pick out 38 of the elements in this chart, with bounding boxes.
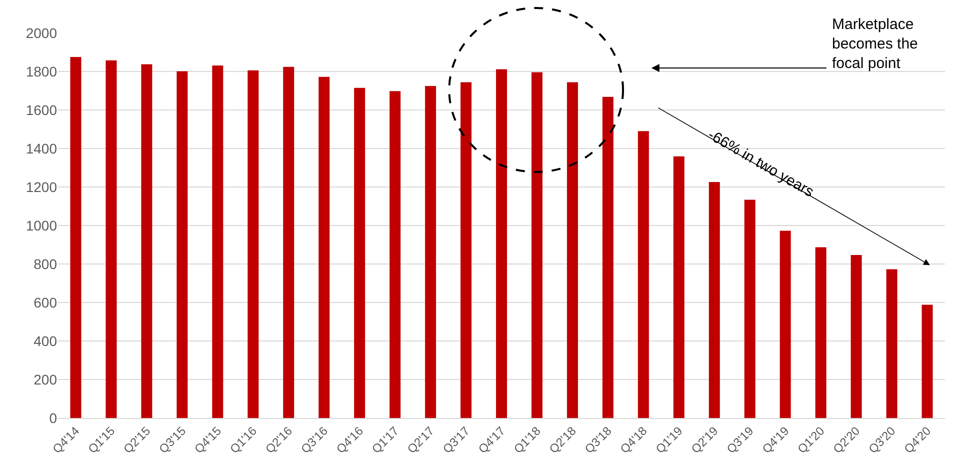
y-tick-label: 1200	[26, 178, 58, 195]
annotation: -66% in two years	[704, 126, 817, 201]
bar	[141, 64, 152, 418]
bar	[425, 86, 436, 418]
bar	[673, 156, 684, 418]
bar	[886, 269, 898, 418]
bar	[566, 82, 578, 418]
bar	[496, 69, 507, 418]
annotation: Marketplace becomes the focal point	[832, 16, 918, 72]
bar	[602, 96, 614, 418]
bar	[212, 66, 224, 418]
bar	[815, 247, 826, 418]
bar	[283, 66, 294, 418]
y-tick-label: 1600	[26, 102, 58, 118]
bar	[354, 88, 366, 418]
bar	[70, 57, 82, 418]
bar	[850, 254, 862, 418]
y-tick-label: 0	[49, 410, 58, 426]
bar	[922, 304, 933, 418]
bar	[744, 200, 756, 418]
bar	[531, 72, 542, 418]
bar	[106, 60, 117, 418]
y-tick-label: 1800	[26, 63, 58, 80]
bar	[318, 76, 330, 418]
y-tick-label: 1000	[26, 217, 58, 234]
y-tick-label: 1400	[26, 140, 58, 156]
bar	[248, 70, 259, 418]
y-tick-label: 200	[34, 371, 58, 388]
y-tick-label: 400	[34, 332, 58, 349]
bar	[176, 71, 188, 418]
y-tick-label: 800	[34, 256, 58, 272]
bar	[390, 91, 401, 418]
bar	[638, 131, 649, 418]
y-tick-label: 600	[34, 294, 58, 310]
y-tick-label: 2000	[26, 24, 58, 41]
bar	[708, 182, 720, 418]
bar	[460, 82, 472, 418]
bar	[780, 230, 791, 418]
